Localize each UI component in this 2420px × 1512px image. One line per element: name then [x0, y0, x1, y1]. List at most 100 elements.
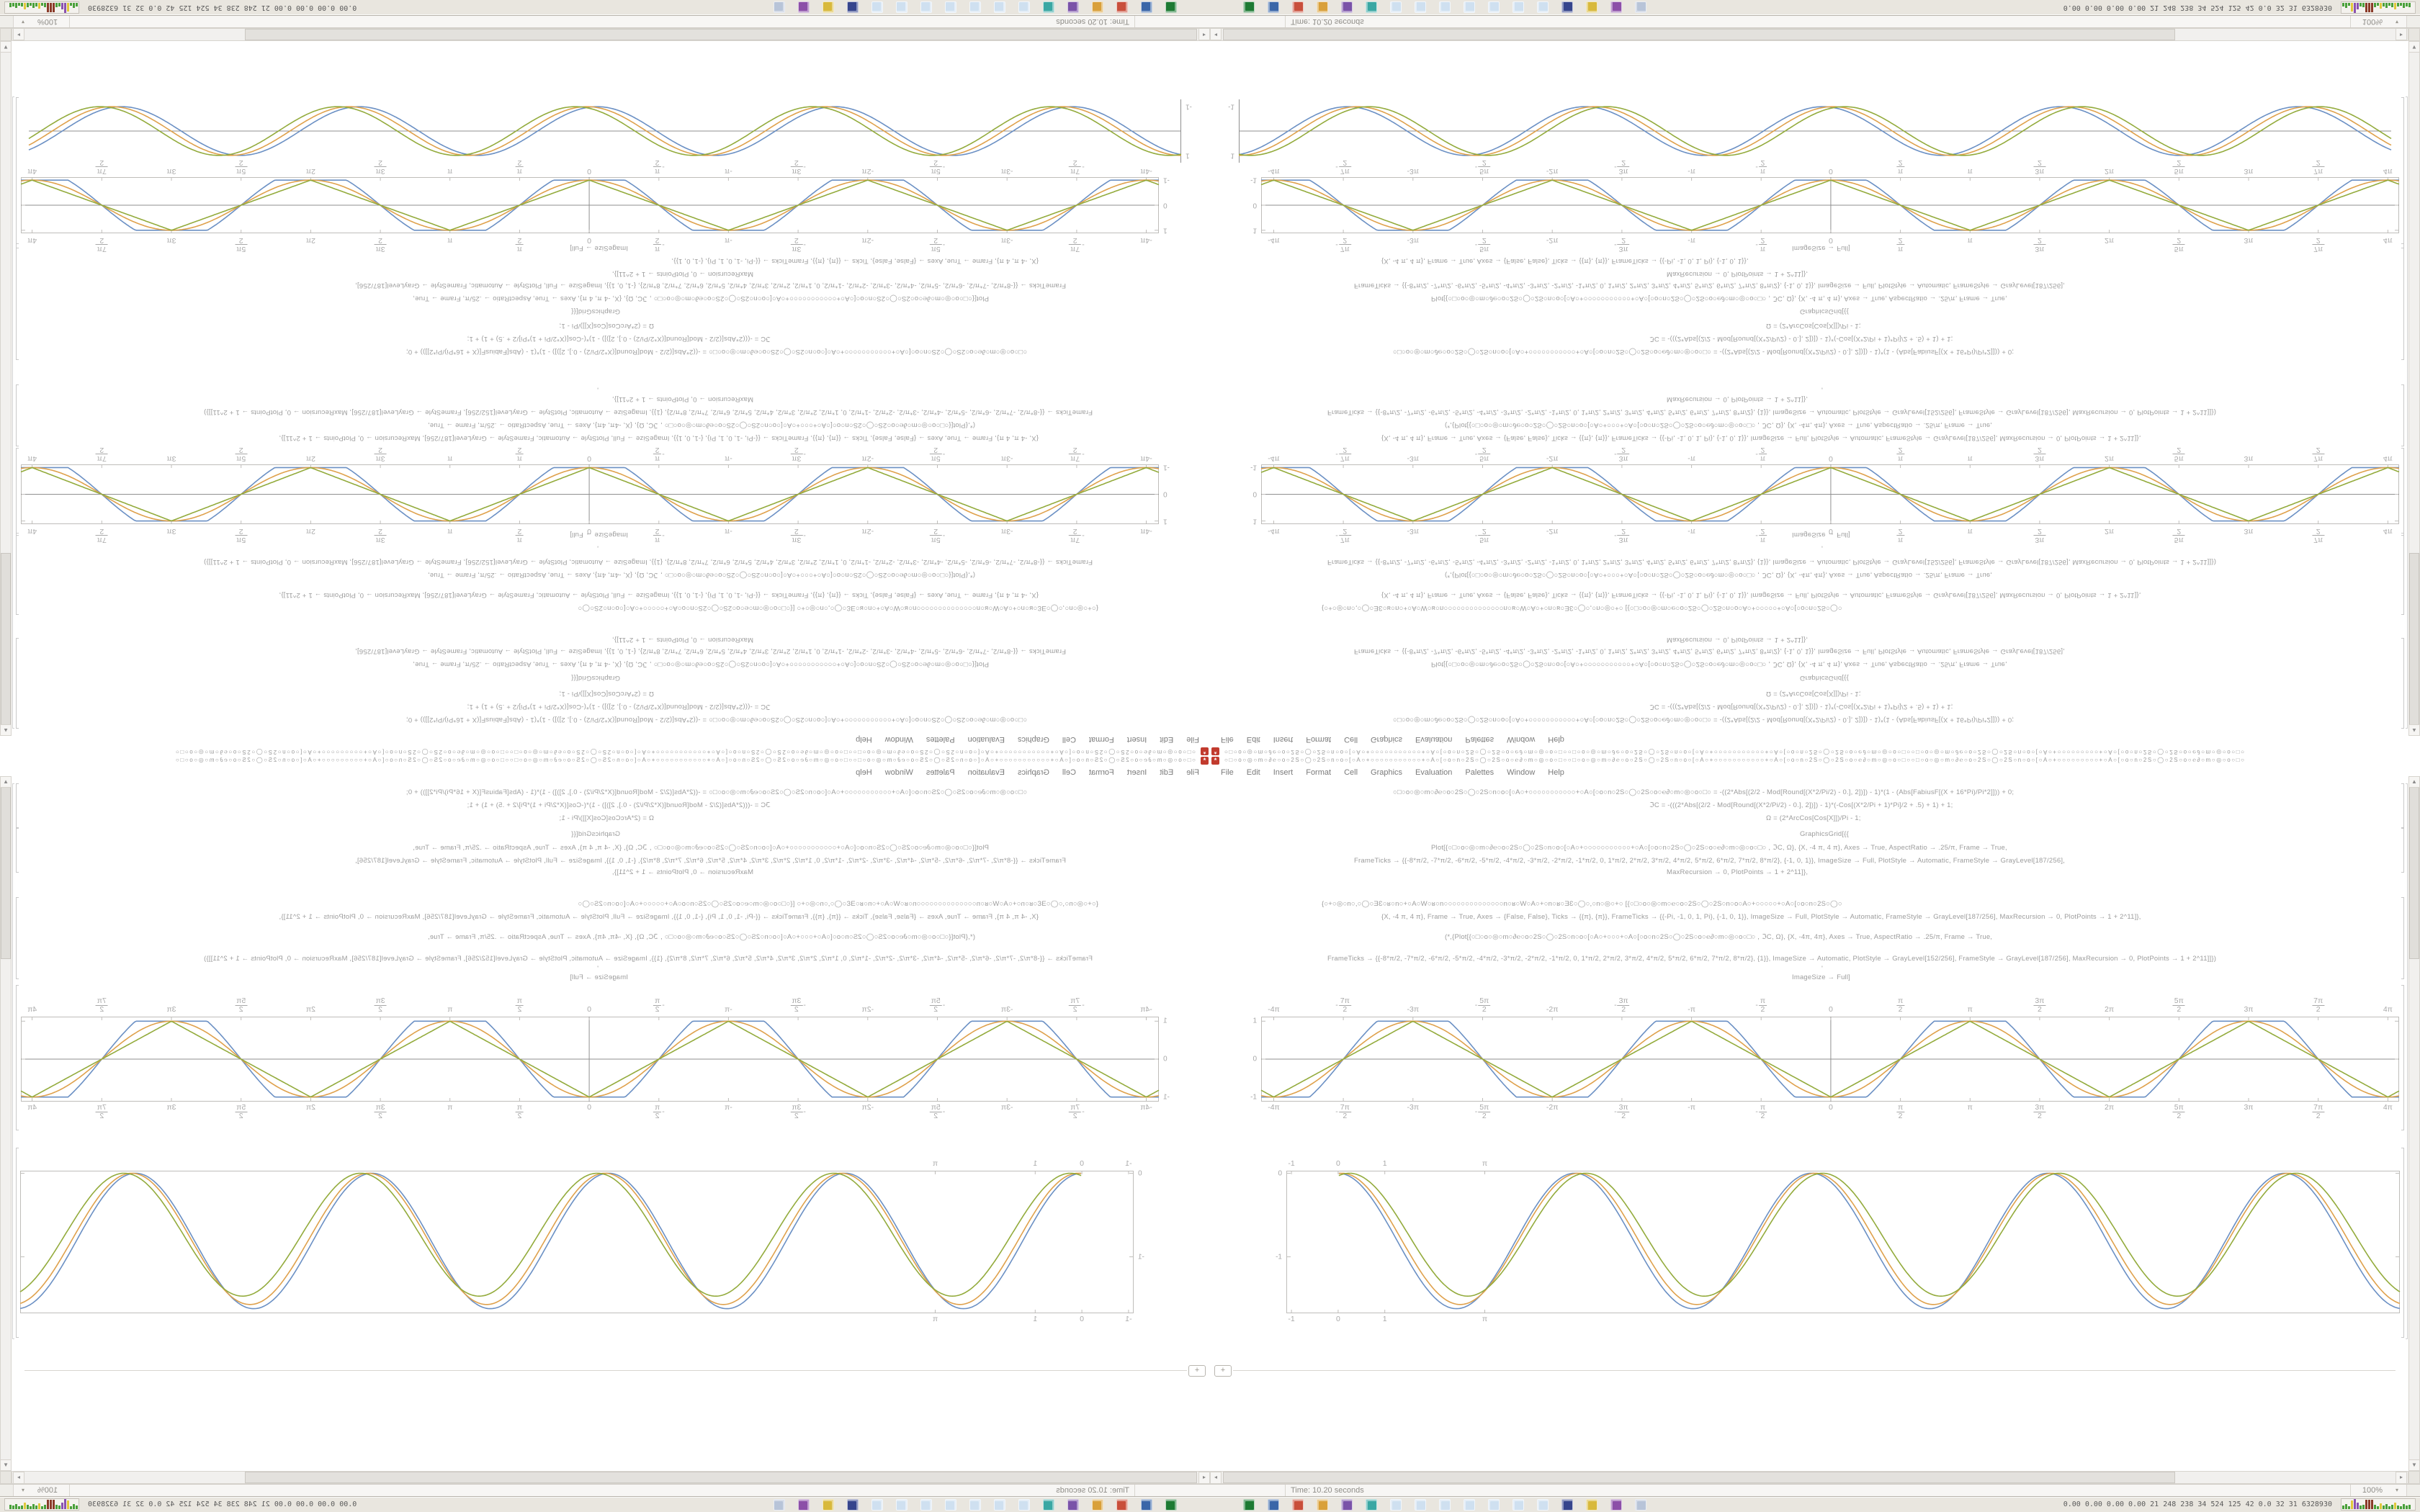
menu-item[interactable]: Evaluation [1415, 768, 1453, 777]
app-icon[interactable] [1610, 1499, 1622, 1511]
resize-grip[interactable] [2406, 15, 2420, 27]
outer-cell-bracket[interactable] [2406, 96, 2408, 729]
outer-cell-bracket[interactable] [12, 783, 14, 1339]
menu-item[interactable]: Palettes [1465, 768, 1494, 777]
menu-item[interactable]: File [1186, 768, 1199, 777]
menu-item[interactable]: Graphics [1371, 735, 1403, 744]
menu-item[interactable]: Palettes [1465, 735, 1494, 744]
menu-item[interactable]: Window [1507, 735, 1536, 744]
menu-item[interactable]: Cell [1062, 735, 1076, 744]
app-icon[interactable] [1243, 1, 1255, 13]
app-icon[interactable] [1561, 1499, 1573, 1511]
insert-cell-icon[interactable]: + [1188, 1365, 1206, 1377]
menu-item[interactable]: Help [1548, 768, 1564, 777]
cell-bracket[interactable] [2401, 533, 2404, 615]
cell-bracket[interactable] [2401, 1148, 2404, 1338]
resize-grip[interactable] [0, 15, 14, 27]
app-icon[interactable] [1243, 1499, 1255, 1511]
app-icon[interactable] [1141, 1499, 1152, 1511]
cell-bracket[interactable] [2401, 783, 2404, 828]
outer-cell-bracket[interactable] [2406, 783, 2408, 1339]
menu-item[interactable]: Palettes [926, 735, 955, 744]
app-icon[interactable] [1512, 1, 1524, 13]
menu-item[interactable]: Evaluation [967, 735, 1005, 744]
app-icon[interactable] [920, 1499, 932, 1511]
menu-item[interactable]: Edit [1160, 735, 1174, 744]
app-icon[interactable] [1165, 1499, 1177, 1511]
app-icon[interactable] [1439, 1499, 1451, 1511]
app-icon[interactable] [1165, 1, 1177, 13]
app-icon[interactable] [1067, 1499, 1079, 1511]
menu-item[interactable]: Help [1548, 735, 1564, 744]
cell-bracket[interactable] [16, 638, 19, 729]
cell-bracket[interactable] [2401, 828, 2404, 873]
menu-item[interactable]: Format [1088, 768, 1114, 777]
app-icon[interactable] [1018, 1, 1030, 13]
menu-item[interactable]: Help [856, 735, 872, 744]
menu-item[interactable]: Evaluation [967, 768, 1005, 777]
scroll-left-icon[interactable]: ◂ [1198, 28, 1210, 40]
menu-item[interactable]: Palettes [926, 768, 955, 777]
menu-item[interactable]: File [1221, 735, 1234, 744]
menu-item[interactable]: Format [1306, 735, 1332, 744]
menu-item[interactable]: Edit [1246, 768, 1260, 777]
scroll-left-icon[interactable]: ◂ [1210, 1472, 1222, 1484]
app-icon[interactable] [823, 1499, 834, 1511]
cell-bracket[interactable] [2401, 897, 2404, 979]
app-icon[interactable] [1537, 1499, 1549, 1511]
app-icon[interactable] [1317, 1499, 1328, 1511]
cell-bracket[interactable] [16, 828, 19, 873]
magnification-dropdown-icon[interactable]: ▾ [22, 1487, 25, 1493]
app-icon[interactable] [1268, 1499, 1279, 1511]
app-icon[interactable] [1586, 1, 1597, 13]
menu-item[interactable]: Insert [1273, 735, 1294, 744]
app-icon[interactable] [896, 1, 908, 13]
horizontal-scroll-thumb[interactable] [245, 1472, 1197, 1483]
app-icon[interactable] [1043, 1499, 1054, 1511]
app-icon[interactable] [1390, 1, 1402, 13]
menu-item[interactable]: Edit [1160, 768, 1174, 777]
menu-item[interactable]: Insert [1126, 735, 1147, 744]
cell-bracket[interactable] [2401, 985, 2404, 1130]
scroll-up-icon[interactable]: ▲ [0, 776, 12, 788]
menu-item[interactable]: Window [1507, 768, 1536, 777]
app-icon[interactable] [1292, 1, 1304, 13]
scroll-right-icon[interactable]: ▸ [2396, 28, 2407, 40]
insert-cell-icon[interactable]: + [1214, 1365, 1232, 1377]
cell-bracket[interactable] [16, 897, 19, 979]
app-icon[interactable] [1141, 1, 1152, 13]
outer-cell-bracket[interactable] [12, 96, 14, 729]
cell-bracket[interactable] [2401, 384, 2404, 446]
app-icon[interactable] [945, 1, 956, 13]
scroll-up-icon[interactable]: ▲ [0, 724, 12, 736]
app-icon[interactable] [823, 1, 834, 13]
cell-bracket[interactable] [16, 384, 19, 446]
scroll-right-icon[interactable]: ▸ [13, 1472, 24, 1484]
app-icon[interactable] [847, 1, 859, 13]
app-icon[interactable] [1092, 1499, 1103, 1511]
vertical-scroll-thumb[interactable] [1, 553, 11, 734]
menu-item[interactable]: File [1221, 768, 1234, 777]
app-icon[interactable] [920, 1, 932, 13]
app-icon[interactable] [1317, 1, 1328, 13]
horizontal-scroll-thumb[interactable] [245, 29, 1197, 40]
cell-bracket[interactable] [16, 985, 19, 1130]
cell-bracket[interactable] [16, 97, 19, 248]
app-icon[interactable] [1464, 1499, 1475, 1511]
app-icon[interactable] [1018, 1499, 1030, 1511]
menu-item[interactable]: Edit [1246, 735, 1260, 744]
menu-item[interactable]: Format [1306, 768, 1332, 777]
menu-item[interactable]: Evaluation [1415, 735, 1453, 744]
app-icon[interactable] [1610, 1, 1622, 13]
cell-bracket[interactable] [2401, 243, 2404, 360]
menu-item[interactable]: Insert [1273, 768, 1294, 777]
menu-item[interactable]: Cell [1344, 735, 1358, 744]
vertical-scroll-thumb[interactable] [1, 778, 11, 959]
app-icon[interactable] [1415, 1499, 1426, 1511]
app-icon[interactable] [1488, 1499, 1500, 1511]
cell-bracket[interactable] [2401, 97, 2404, 248]
magnification-value[interactable]: 100% [37, 1486, 58, 1495]
app-icon[interactable] [969, 1, 981, 13]
resize-grip[interactable] [2406, 1485, 2420, 1497]
system-monitor-chart[interactable] [4, 1498, 79, 1511]
